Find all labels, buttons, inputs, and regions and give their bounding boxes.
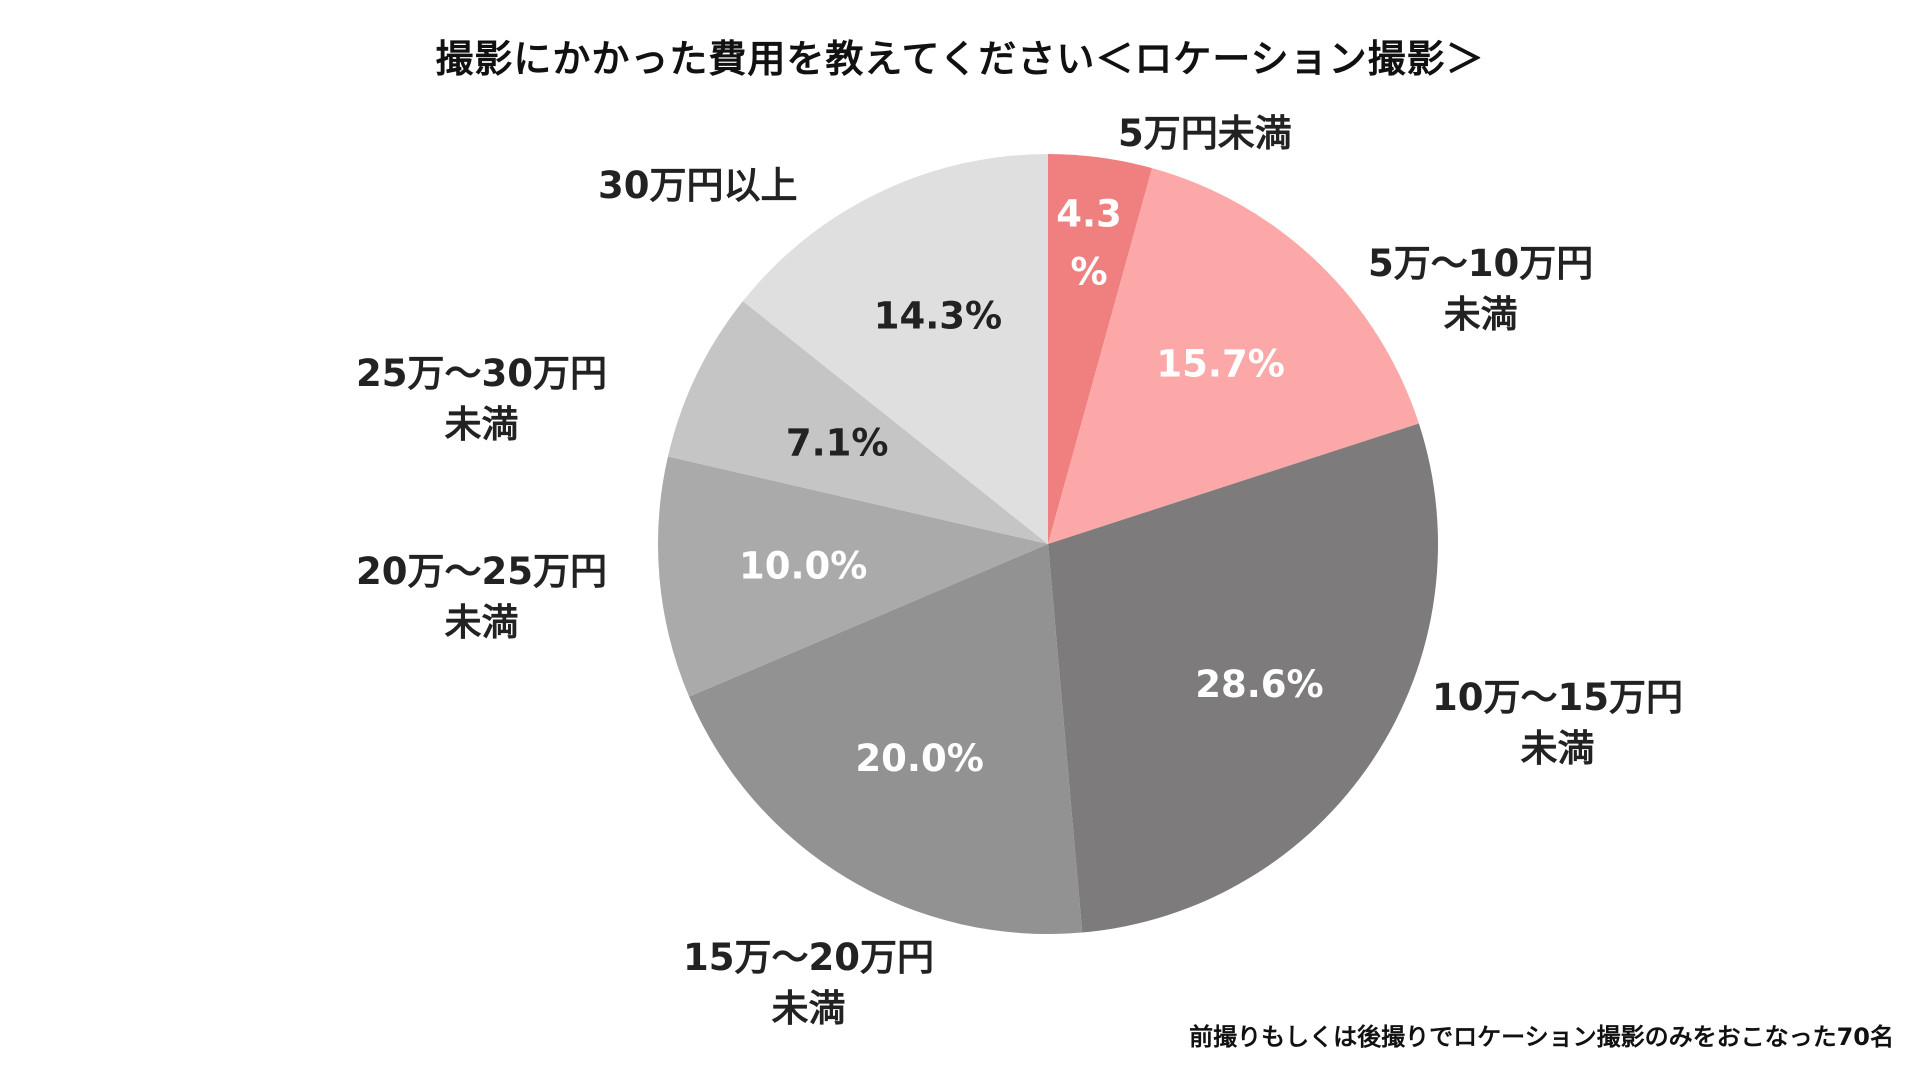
pie-slice xyxy=(657,456,1048,697)
slice-value-label: 7.1% xyxy=(786,421,889,464)
category-label-25-30man: 25万～30万円 未満 xyxy=(356,348,607,450)
slice-value-label: 28.6% xyxy=(1195,663,1323,706)
slice-value-line: 28.6% xyxy=(1195,663,1323,706)
slice-value-line: 7.1% xyxy=(786,421,889,464)
category-label-line: 5万～10万円 xyxy=(1368,242,1594,285)
category-label-line: 未満 xyxy=(1443,293,1518,337)
category-label-line: 未満 xyxy=(444,403,519,447)
category-label-line: 5万円未満 xyxy=(1118,112,1292,155)
slice-value-label: 20.0% xyxy=(855,737,983,780)
chart-title: 撮影にかかった費用を教えてください＜ロケーション撮影＞ xyxy=(435,37,1485,81)
pie-slice xyxy=(1048,168,1419,544)
category-label-line: 30万円以上 xyxy=(598,164,798,207)
pie-slice xyxy=(689,544,1083,934)
slice-value-line: 14.3% xyxy=(874,295,1002,338)
slice-value-label: 10.0% xyxy=(739,545,867,588)
category-label-line: 15万～20万円 xyxy=(683,936,934,979)
category-label-line: 未満 xyxy=(771,987,846,1031)
category-label-line: 未満 xyxy=(444,601,519,645)
slice-value-line: 20.0% xyxy=(855,737,983,780)
pie-slice xyxy=(742,154,1048,544)
pie-slice xyxy=(667,301,1048,544)
category-label-10-15man: 10万～15万円 未満 xyxy=(1432,672,1683,774)
slice-value-line: % xyxy=(1070,251,1107,294)
pie-slice xyxy=(1048,423,1438,933)
slice-value-line: 15.7% xyxy=(1156,343,1284,386)
pie-slice xyxy=(1048,154,1153,544)
slice-value-line: 10.0% xyxy=(739,545,867,588)
footnote: 前撮りもしくは後撮りでロケーション撮影のみをおこなった70名 xyxy=(1189,1023,1894,1051)
category-label-line: 25万～30万円 xyxy=(356,352,607,395)
category-label-15-20man: 15万～20万円 未満 xyxy=(683,932,934,1034)
category-label-over-30man: 30万円以上 xyxy=(598,160,798,211)
slice-value-line: 4.3 xyxy=(1056,193,1122,236)
category-label-20-25man: 20万～25万円 未満 xyxy=(356,546,607,648)
category-label-line: 未満 xyxy=(1520,727,1595,771)
category-label-5-10man: 5万～10万円 未満 xyxy=(1368,238,1593,340)
slice-value-label: 14.3% xyxy=(874,295,1002,338)
category-label-line: 10万～15万円 xyxy=(1432,676,1683,719)
slice-value-label: 4.3% xyxy=(1056,193,1122,294)
category-label-under-5man: 5万円未満 xyxy=(1118,108,1292,159)
category-label-line: 20万～25万円 xyxy=(356,550,607,593)
slice-value-label: 15.7% xyxy=(1156,343,1284,386)
